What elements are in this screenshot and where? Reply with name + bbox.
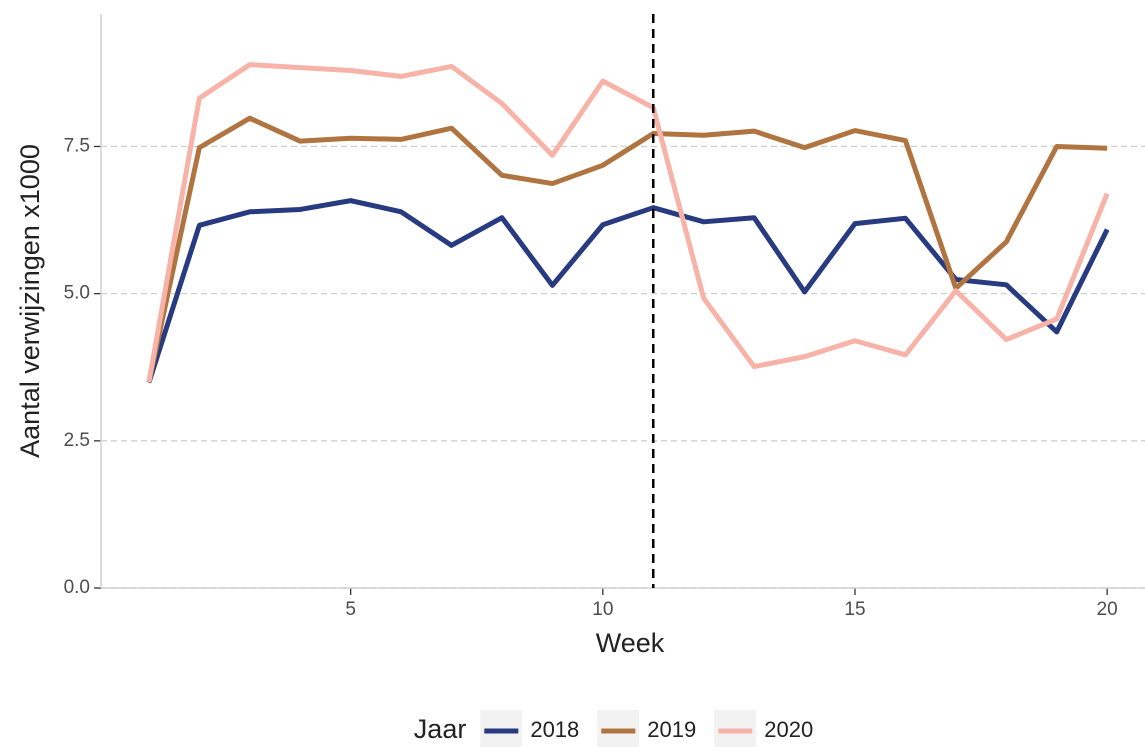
series-line — [146, 62, 1110, 383]
y-tick-label: 5.0 — [64, 283, 90, 304]
legend: Jaar 2018 2019 2020 — [414, 710, 813, 747]
legend-label: 2019 — [647, 717, 696, 742]
x-tick-label: 5 — [345, 599, 356, 620]
legend-label: 2020 — [764, 717, 813, 742]
legend-title: Jaar — [414, 714, 467, 744]
y-tick-label: 0.0 — [64, 577, 90, 598]
x-tick-label: 15 — [844, 599, 865, 620]
y-axis-title: Aantal verwijzingen x1000 — [15, 144, 45, 458]
y-tick-label: 2.5 — [64, 430, 90, 451]
series-line — [146, 115, 1108, 383]
y-tick-label: 7.5 — [64, 135, 90, 156]
x-tick-label: 20 — [1097, 599, 1118, 620]
x-axis-title: Week — [596, 628, 665, 658]
legend-label: 2018 — [530, 717, 579, 742]
series-line — [146, 198, 1110, 384]
x-tick-label: 10 — [592, 599, 613, 620]
